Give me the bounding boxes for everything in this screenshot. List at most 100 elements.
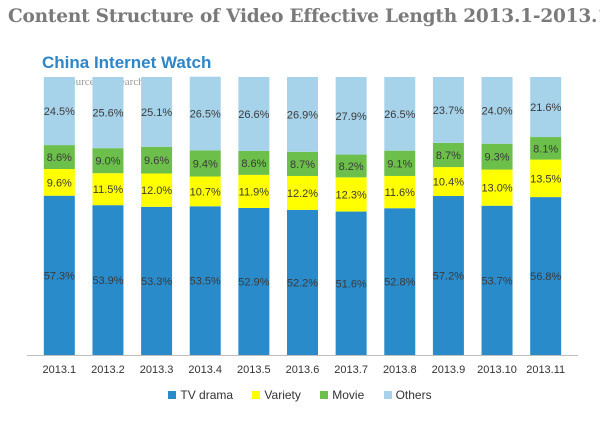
legend-label-others: Others	[395, 388, 432, 402]
bar-segment-others	[238, 77, 270, 151]
data-label-others: 26.5%	[190, 109, 221, 121]
bar-segment-movie	[92, 148, 124, 174]
bar-segment-variety	[189, 176, 221, 207]
bar-segment-tv-drama	[43, 195, 75, 355]
data-label-others: 23.7%	[433, 105, 464, 117]
data-label-variety: 10.4%	[433, 177, 464, 189]
bar-segment-variety	[43, 169, 75, 196]
x-tick-label: 2013.1	[42, 364, 76, 376]
data-label-variety: 9.6%	[47, 177, 72, 189]
x-tick-label: 2013.2	[91, 364, 125, 376]
bar-segment-tv-drama	[141, 206, 173, 355]
bar-segment-movie	[481, 143, 513, 170]
data-label-movie: 9.1%	[387, 158, 412, 170]
bar-segment-others	[432, 77, 464, 143]
bar-segment-variety	[335, 177, 367, 212]
bar-segment-others	[384, 77, 416, 151]
chart-legend: TV drama Variety Movie Others	[0, 388, 600, 402]
data-label-tv-drama: 52.9%	[238, 276, 269, 288]
data-label-variety: 12.0%	[141, 185, 172, 197]
data-label-variety: 11.6%	[385, 187, 416, 199]
x-tick-label: 2013.6	[286, 364, 320, 376]
data-label-variety: 10.7%	[190, 186, 221, 198]
bar-segment-tv-drama	[287, 209, 318, 355]
data-label-movie: 9.3%	[485, 152, 510, 164]
bar-segment-others	[287, 77, 318, 152]
x-tick-label: 2013.7	[334, 364, 368, 376]
bar-segment-others	[92, 77, 124, 149]
data-label-others: 24.0%	[481, 105, 512, 117]
data-label-variety: 12.3%	[336, 189, 367, 201]
bar-segment-movie	[238, 150, 270, 175]
bar-segment-tv-drama	[384, 208, 416, 355]
data-label-variety: 11.5%	[93, 184, 124, 196]
bar-segment-variety	[287, 175, 318, 210]
brand-watermark: China Internet Watch	[42, 53, 212, 72]
data-label-tv-drama: 52.8%	[384, 277, 415, 289]
data-label-variety: 11.9%	[239, 186, 270, 198]
data-label-movie: 9.0%	[95, 156, 120, 168]
data-label-others: 25.6%	[92, 108, 123, 120]
chart-title: Content Structure of Video Effective Len…	[8, 6, 600, 27]
x-tick-label: 2013.8	[383, 364, 417, 376]
data-label-movie: 9.4%	[193, 158, 218, 170]
data-label-tv-drama: 51.6%	[336, 278, 367, 290]
data-label-others: 26.9%	[287, 109, 318, 121]
bar-segment-movie	[189, 150, 221, 177]
bar-segment-variety	[384, 175, 416, 209]
data-label-movie: 8.7%	[290, 159, 315, 171]
x-tick-label: 2013.5	[237, 364, 271, 376]
bar-segment-others	[335, 77, 367, 155]
bar-segment-movie	[287, 151, 318, 176]
data-label-tv-drama: 53.7%	[481, 275, 512, 287]
data-label-variety: 13.5%	[530, 173, 561, 185]
legend-swatch-others	[383, 391, 392, 399]
legend-item-variety: Variety	[252, 388, 301, 402]
bar-segment-variety	[238, 174, 270, 208]
bar-segment-movie	[530, 137, 562, 160]
legend-item-others: Others	[383, 388, 432, 402]
bar-segment-movie	[43, 145, 75, 170]
x-tick-label: 2013.9	[432, 364, 466, 376]
legend-swatch-movie	[320, 391, 329, 399]
bar-segment-tv-drama	[238, 207, 270, 355]
bar-segment-variety	[530, 159, 562, 198]
bar-segment-variety	[481, 169, 513, 206]
data-label-tv-drama: 53.9%	[92, 275, 123, 287]
bar-segment-variety	[141, 173, 173, 207]
data-label-tv-drama: 53.3%	[141, 276, 172, 288]
data-label-tv-drama: 52.2%	[287, 277, 318, 289]
x-tick-label: 2013.4	[188, 364, 222, 376]
data-label-variety: 12.2%	[287, 188, 318, 200]
data-label-others: 26.6%	[238, 109, 269, 121]
legend-item-tv-drama: TV drama	[168, 388, 233, 402]
data-label-movie: 8.7%	[436, 150, 461, 162]
legend-label-tv-drama: TV drama	[180, 388, 234, 402]
data-label-others: 25.1%	[141, 107, 172, 119]
bar-segment-tv-drama	[189, 206, 221, 355]
x-tick-label: 2013.11	[526, 364, 565, 376]
bar-segment-others	[43, 77, 75, 146]
data-label-others: 24.5%	[44, 106, 75, 118]
bar-segment-movie	[335, 154, 367, 178]
data-label-tv-drama: 53.5%	[190, 276, 221, 288]
bar-segment-movie	[141, 146, 173, 174]
data-label-movie: 8.6%	[241, 158, 266, 170]
bar-segment-others	[481, 77, 513, 144]
x-tick-label: 2013.3	[140, 364, 174, 376]
data-label-others: 26.5%	[384, 109, 415, 121]
bar-segment-tv-drama	[92, 205, 124, 355]
bar-segment-tv-drama	[432, 195, 464, 355]
data-label-tv-drama: 57.3%	[44, 270, 75, 282]
data-label-others: 21.6%	[530, 102, 561, 114]
bar-segment-variety	[432, 167, 464, 196]
bar-segment-others	[189, 76, 221, 151]
bar-segment-tv-drama	[481, 205, 513, 355]
legend-item-movie: Movie	[320, 388, 364, 402]
data-label-movie: 9.6%	[144, 155, 169, 167]
data-label-others: 27.9%	[336, 111, 367, 123]
legend-swatch-tv-drama	[168, 391, 177, 399]
bar-segment-variety	[92, 173, 124, 206]
data-label-movie: 8.6%	[47, 152, 72, 164]
